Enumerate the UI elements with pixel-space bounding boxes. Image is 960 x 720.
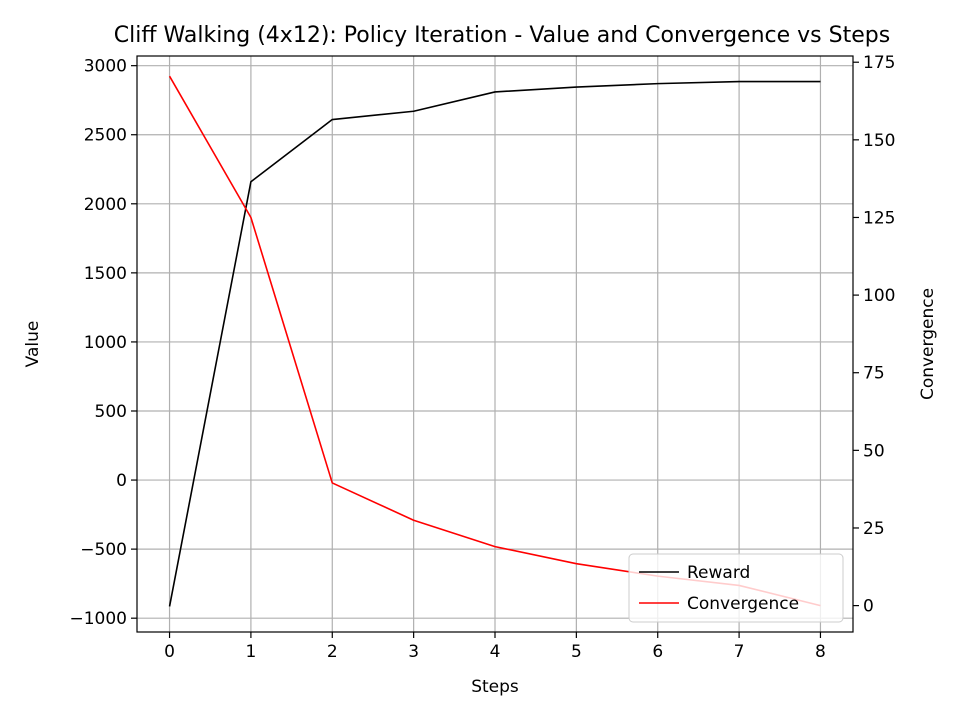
legend-box [628, 553, 844, 623]
ticks: 0 1 2 3 4 5 6 7 8−1000−5000500100015002000250030… [69, 53, 895, 662]
y-left-tick-label: 2000 [84, 195, 127, 215]
y-left-tick-label: 1000 [84, 333, 127, 353]
x-tick-label: 2 [327, 642, 338, 662]
legend: Reward Convergence [628, 553, 844, 623]
x-tick-label: 4 [490, 642, 501, 662]
y-axis-label-right: Convergence [918, 288, 938, 400]
y-axis-label-left: Value [23, 321, 43, 368]
x-tick-label: 8 [815, 642, 826, 662]
y-left-tick-label: −1000 [69, 609, 127, 629]
y-right-tick-label: 0 [863, 597, 874, 617]
y-left-tick-label: −500 [80, 540, 127, 560]
y-left-tick-label: 500 [95, 402, 127, 422]
y-right-tick-label: 75 [863, 364, 885, 384]
y-left-tick-label: 2500 [84, 126, 127, 146]
x-tick-label: 3 [408, 642, 419, 662]
x-axis-label: Steps [471, 677, 519, 697]
y-right-tick-label: 125 [863, 208, 895, 228]
x-tick-label: 6 [652, 642, 663, 662]
x-tick-label: 1 [245, 642, 256, 662]
y-right-tick-label: 50 [863, 441, 885, 461]
y-left-tick-label: 3000 [84, 57, 127, 77]
chart-title: Cliff Walking (4x12): Policy Iteration -… [114, 23, 890, 48]
legend-label-convergence: Convergence [687, 594, 799, 614]
legend-label-reward: Reward [687, 563, 750, 583]
y-right-tick-label: 100 [863, 286, 895, 306]
y-left-tick-label: 1500 [84, 264, 127, 284]
x-tick-label: 0 [164, 642, 175, 662]
y-left-tick-label: 0 [116, 471, 127, 491]
y-right-tick-label: 25 [863, 519, 885, 539]
y-right-tick-label: 150 [863, 131, 895, 151]
y-right-tick-label: 175 [863, 53, 895, 73]
x-tick-label: 5 [571, 642, 582, 662]
series-line-reward [168, 80, 821, 607]
x-tick-label: 7 [734, 642, 745, 662]
